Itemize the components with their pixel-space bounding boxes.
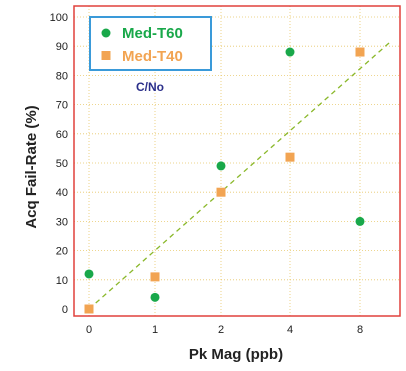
y-tick-label-60: 60 [56, 129, 68, 141]
point-med-t40-1 [150, 272, 160, 282]
y-tick-label-0: 0 [62, 304, 68, 316]
y-tick-label-90: 90 [56, 41, 68, 53]
x-tick-label-2: 2 [218, 324, 224, 336]
point-med-t60-1 [150, 292, 160, 302]
legend-box [89, 16, 212, 71]
y-tick-label-20: 20 [56, 246, 68, 258]
point-med-t40-4 [285, 152, 295, 162]
legend-label-med-t60: Med-T60 [122, 25, 183, 42]
legend-marker-med-t60 [101, 28, 111, 38]
point-med-t40-8 [355, 47, 365, 57]
legend-label-med-t40: Med-T40 [122, 48, 183, 65]
data-points [84, 47, 365, 314]
point-med-t60-0 [84, 269, 94, 279]
y-tick-label-40: 40 [56, 187, 68, 199]
x-axis-ticks: 0 1 2 4 8 [86, 324, 363, 336]
y-tick-label-10: 10 [56, 275, 68, 287]
point-med-t60-4 [285, 47, 295, 57]
y-axis-ticks: 0 10 20 30 40 50 60 70 80 90 100 [50, 12, 68, 316]
x-axis-title: Pk Mag (ppb) [189, 346, 283, 363]
y-tick-label-70: 70 [56, 100, 68, 112]
legend-marker-med-t40 [101, 51, 111, 60]
trend-line [88, 39, 393, 310]
legend: Med-T60 Med-T40 [89, 16, 212, 71]
x-tick-label-1: 1 [152, 324, 158, 336]
point-med-t40-0 [84, 304, 94, 314]
y-tick-label-30: 30 [56, 216, 68, 228]
y-tick-label-100: 100 [50, 12, 68, 24]
annotation-cno: C/No [136, 80, 164, 94]
plot-frame [73, 5, 401, 317]
point-med-t40-2 [216, 187, 226, 197]
y-axis-title: Acq Fail-Rate (%) [23, 105, 40, 228]
x-tick-label-0: 0 [86, 324, 92, 336]
x-tick-label-8: 8 [357, 324, 363, 336]
y-tick-label-50: 50 [56, 158, 68, 170]
point-med-t60-8 [355, 216, 365, 226]
y-tick-label-80: 80 [56, 70, 68, 82]
point-med-t60-2 [216, 161, 226, 171]
x-tick-label-4: 4 [287, 324, 293, 336]
